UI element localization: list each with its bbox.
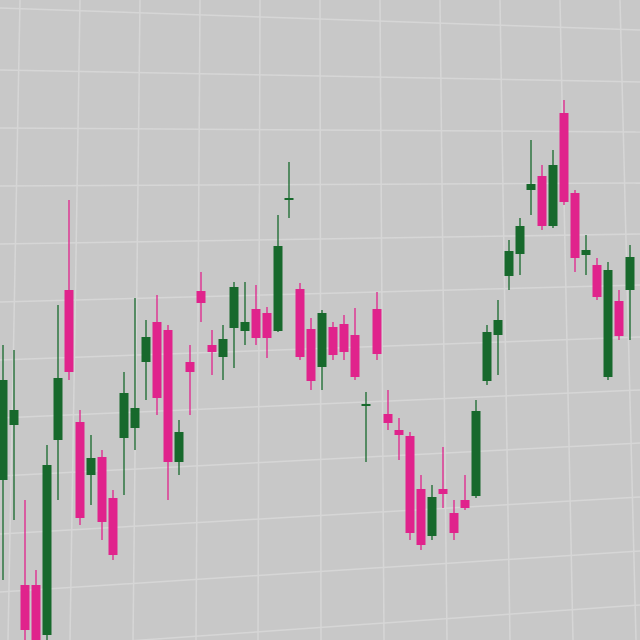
candle-body [306,329,316,381]
candle-body [31,585,41,640]
candle-body [9,410,19,425]
candle-body [174,432,184,462]
candle-body [405,436,415,533]
candle-body [317,313,327,367]
candle-body [229,287,239,328]
candle-body [130,408,140,428]
candle-body [427,497,437,536]
candle-body [64,290,74,372]
candle-body [119,393,129,438]
candle-body [262,313,272,338]
candle-body [625,257,635,290]
candle-body [471,411,481,496]
candle-body [295,289,305,357]
candle-body [350,335,360,377]
candle-body [614,301,624,336]
candle-body [218,339,228,357]
candle-body [515,226,525,254]
candle-body [53,378,63,440]
candle-body [0,380,8,480]
candle-body [592,265,602,297]
candle-body [20,585,30,630]
candle-body [361,404,371,406]
candle-body [559,113,569,202]
candle-body [416,489,426,545]
candle-body [163,330,173,462]
candle-body [185,362,195,372]
candle-body [383,414,393,423]
candle-body [504,251,514,276]
candle-body [97,457,107,522]
candle-body [449,513,459,533]
candle-body [339,324,349,352]
candle-body [460,500,470,508]
candle-body [75,422,85,518]
candle-body [207,345,217,352]
candle-body [86,458,96,475]
candle-body [152,322,162,398]
candle-body [603,270,613,377]
candle-body [581,250,591,255]
candle-body [284,198,294,200]
candle-body [548,165,558,226]
candle-body [108,498,118,555]
candle-body [526,184,536,190]
candle-body [537,176,547,226]
candle-body [42,465,52,635]
candle-body [240,322,250,331]
candle-body [328,327,338,355]
candle-body [251,309,261,338]
candle-body [196,291,206,303]
candle-body [273,246,283,331]
candle-body [493,320,503,335]
candle-body [394,430,404,435]
candle-body [570,193,580,258]
candle-body [141,337,151,362]
candle-body [438,489,448,494]
candle-body [372,309,382,354]
candle-body [482,332,492,381]
